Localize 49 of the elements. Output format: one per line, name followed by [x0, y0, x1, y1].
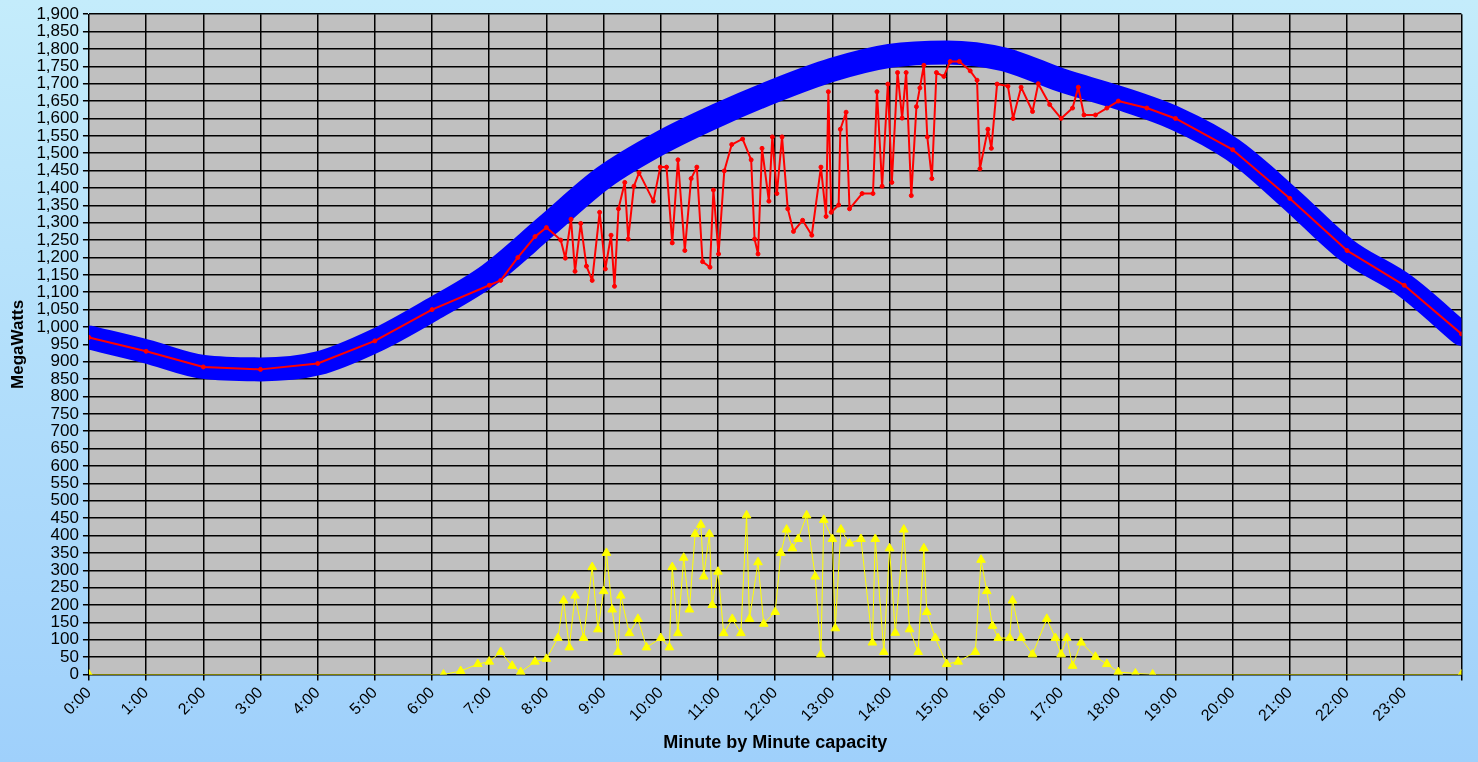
y-tick-label: 700 [50, 420, 79, 440]
x-tick-label: 9:00 [574, 683, 609, 718]
x-axis-title: Minute by Minute capacity [663, 732, 888, 753]
y-tick-label: 1,650 [36, 90, 79, 110]
y-tick-label: 500 [50, 490, 79, 510]
y-tick-label: 800 [50, 386, 79, 406]
y-tick-label: 50 [60, 646, 79, 666]
y-tick-label: 850 [50, 368, 79, 388]
y-tick-label: 1,550 [36, 125, 79, 145]
y-tick-label: 1,000 [36, 316, 79, 336]
y-tick-label: 1,600 [36, 108, 79, 128]
y-tick-label: 300 [50, 559, 79, 579]
y-tick-label: 1,350 [36, 195, 79, 215]
y-tick-label: 1,300 [36, 212, 79, 232]
x-tick-label: 7:00 [460, 683, 495, 718]
y-tick-label: 650 [50, 438, 79, 458]
y-tick-label: 200 [50, 594, 79, 614]
y-tick-label: 1,800 [36, 38, 79, 58]
y-axis-title: MegaWatts [7, 299, 27, 389]
y-tick-label: 1,750 [36, 56, 79, 76]
y-tick-label: 1,500 [36, 142, 79, 162]
y-tick-label: 1,850 [36, 21, 79, 41]
y-tick-label: 600 [50, 455, 79, 475]
y-tick-label: 0 [69, 664, 79, 684]
y-tick-label: 550 [50, 473, 79, 493]
y-tick-label: 400 [50, 525, 79, 545]
x-tick-label: 6:00 [403, 683, 438, 718]
y-tick-label: 100 [50, 629, 79, 649]
y-tick-label: 1,250 [36, 229, 79, 249]
y-tick-label: 900 [50, 351, 79, 371]
x-tick-label: 3:00 [231, 683, 266, 718]
y-tick-label: 1,450 [36, 160, 79, 180]
x-tick-label: 0:00 [60, 683, 95, 718]
y-tick-label: 150 [50, 612, 79, 632]
y-tick-label: 1,200 [36, 247, 79, 267]
x-tick-label: 5:00 [346, 683, 381, 718]
y-tick-label: 1,700 [36, 73, 79, 93]
y-tick-label: 450 [50, 507, 79, 527]
y-tick-label: 1,150 [36, 264, 79, 284]
x-tick-label: 4:00 [288, 683, 323, 718]
y-tick-label: 1,100 [36, 281, 79, 301]
y-tick-label: 250 [50, 577, 79, 597]
y-tick-label: 750 [50, 403, 79, 423]
y-tick-label: 950 [50, 334, 79, 354]
x-tick-label: 8:00 [517, 683, 552, 718]
y-tick-label: 1,900 [36, 3, 79, 23]
y-tick-label: 1,050 [36, 299, 79, 319]
y-tick-label: 350 [50, 542, 79, 562]
y-tick-label: 1,400 [36, 177, 79, 197]
